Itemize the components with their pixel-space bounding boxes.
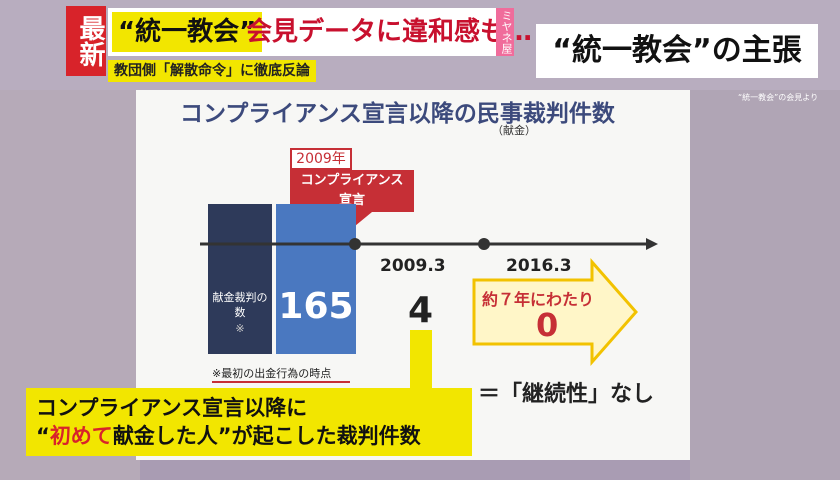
value-label: 0 — [536, 306, 559, 344]
value-label: 4 — [408, 290, 434, 331]
callout-year: 2009年 — [290, 148, 352, 170]
caption-highlight: 初めて — [49, 424, 113, 448]
blue-bar-value: 165 — [278, 286, 354, 327]
blue-bar — [276, 204, 356, 354]
credit: “統一教会”の会見より — [738, 93, 819, 102]
timeline-point — [349, 238, 361, 250]
dark-bar-note: ※ — [235, 322, 245, 335]
topic-box: “統一教会”の主張 — [536, 24, 818, 78]
caption-line: コンプライアンス宣言以降に — [36, 396, 308, 420]
arrow-label: 約７年にわたり — [482, 290, 595, 309]
timeline-arrowhead — [646, 238, 658, 250]
caption-text: “ — [36, 424, 50, 448]
footnote: ※最初の出金行為の時点 — [212, 367, 332, 380]
timeline-point — [478, 238, 490, 250]
dark-bar-label: 献金裁判の数 — [212, 291, 268, 319]
slide-subtitle: （献金） — [492, 124, 536, 137]
date-label: 2009.3 — [380, 256, 446, 276]
headline: 会見データに違和感も… — [246, 17, 533, 47]
caption-line: “初めて献金した人”が起こした裁判件数 — [36, 422, 462, 450]
caption-text: 献金した人”が起こした裁判件数 — [112, 424, 421, 448]
conclusion: ＝「継続性」なし — [478, 382, 655, 407]
headline-tag: “統一教会” — [112, 12, 263, 52]
subheadline: 教団側「解散命令」に徹底反論 — [108, 60, 316, 82]
caption-box: コンプライアンス宣言以降に “初めて献金した人”が起こした裁判件数 — [26, 388, 472, 456]
background-right — [690, 90, 840, 480]
program-logo: ミヤネ屋 — [496, 8, 514, 56]
slide-title: コンプライアンス宣言以降の民事裁判件数 — [180, 101, 615, 127]
badge: 最新 — [66, 6, 106, 76]
period-arrow — [472, 258, 638, 366]
dark-bar — [208, 204, 272, 354]
date-label: 2016.3 — [506, 256, 572, 276]
caption-pointer — [410, 330, 432, 392]
